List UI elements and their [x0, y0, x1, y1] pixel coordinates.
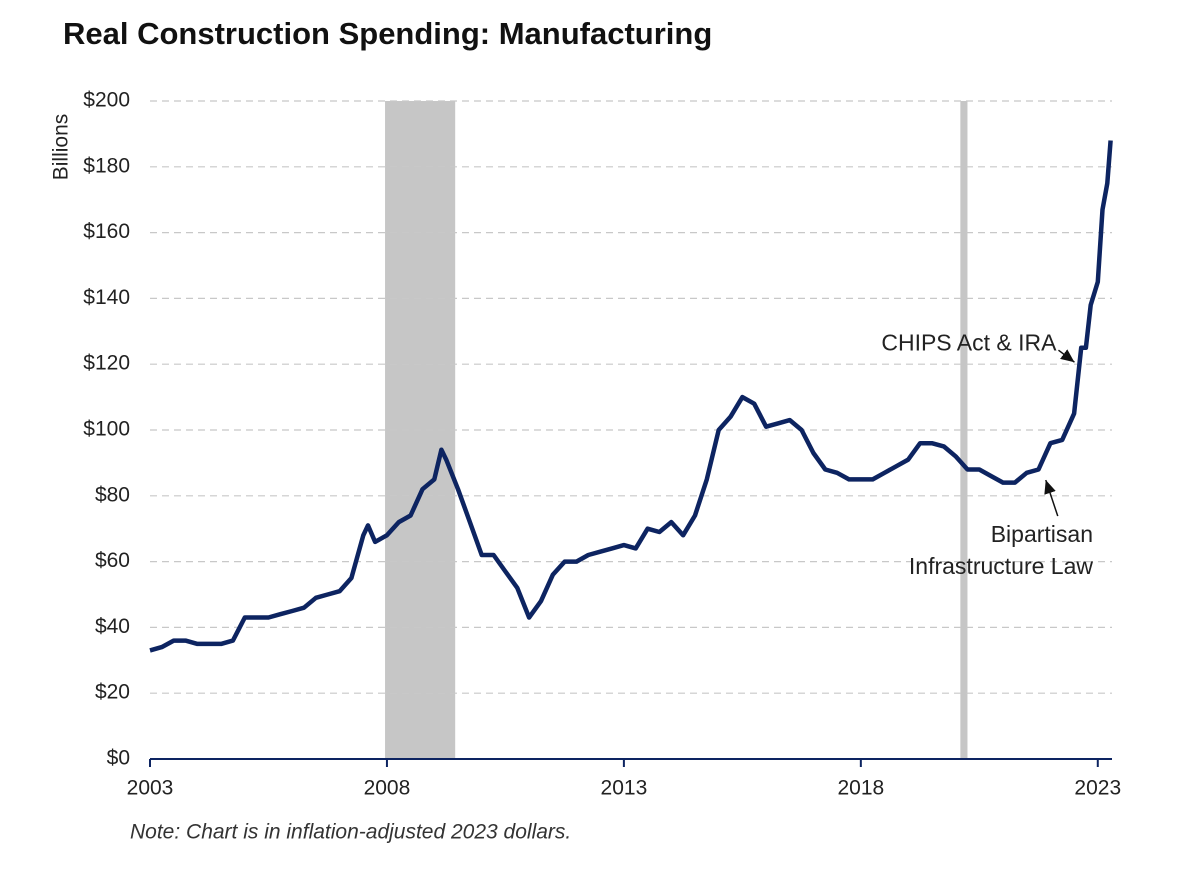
y-tick-label: $100: [83, 418, 130, 441]
series-line: [149, 140, 1113, 653]
y-tick-label: $180: [83, 154, 130, 177]
y-tick-label: $0: [107, 747, 130, 770]
y-tick-label: $160: [83, 220, 130, 243]
y-tick-label: $80: [95, 483, 130, 506]
x-tick-label: 2023: [1074, 777, 1121, 800]
y-tick-label: $40: [95, 615, 130, 638]
note: Note: Chart is in inflation-adjusted 202…: [130, 821, 571, 844]
x-tick-label: 2018: [837, 777, 884, 800]
annotation-text: Infrastructure Law: [909, 553, 1093, 579]
annotation-arrow: [1044, 479, 1059, 517]
chart-title: Real Construction Spending: Manufacturin…: [63, 16, 712, 51]
y-tick-label: $140: [83, 286, 130, 309]
y-tick-label: $120: [83, 352, 130, 375]
y-tick-label: $200: [83, 89, 130, 112]
annotation-text: Bipartisan: [991, 521, 1093, 547]
annotation-arrow: [1058, 349, 1075, 363]
y-tick-label: $20: [95, 681, 130, 704]
x-tick-label: 2013: [601, 777, 648, 800]
y-tick-label: $60: [95, 549, 130, 572]
x-tick-label: 2008: [364, 777, 411, 800]
annotation-text: CHIPS Act & IRA: [881, 329, 1057, 355]
shaded-period: [960, 101, 968, 759]
x-tick-label: 2003: [127, 777, 174, 800]
y-axis-label: Billions: [50, 114, 73, 181]
